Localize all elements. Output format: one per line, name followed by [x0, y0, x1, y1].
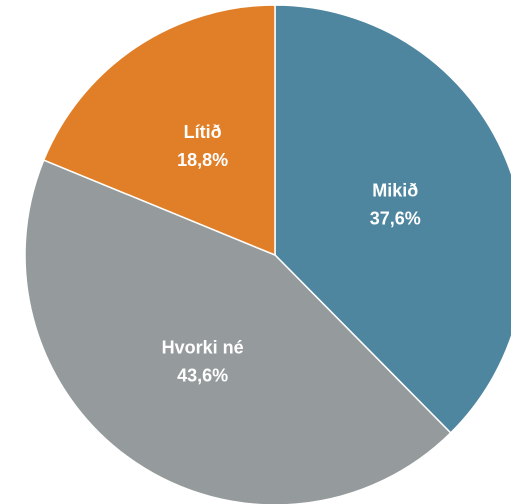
pie-slice: [42, 4, 276, 257]
slice-value-label: 43,6%: [177, 366, 228, 386]
slice-value-label: 37,6%: [370, 208, 421, 228]
slice-label: Hvorki né: [162, 338, 244, 358]
pie-slice: [274, 4, 511, 434]
slice-value-label: 18,8%: [177, 150, 228, 170]
slice-label: Lítið: [184, 122, 222, 142]
pie-slice: [24, 159, 452, 504]
slice-label: Mikið: [372, 180, 418, 200]
